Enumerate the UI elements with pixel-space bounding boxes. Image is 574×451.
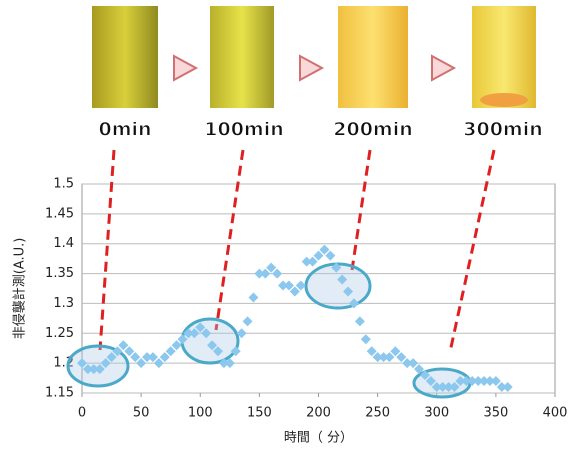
x-tick-label: 100 (188, 406, 213, 421)
arrow (174, 56, 196, 80)
arrow (432, 56, 454, 80)
photos (92, 6, 536, 108)
photo (338, 6, 408, 108)
x-axis-label: 時間（ 分） (284, 431, 353, 446)
x-tick-label: 350 (483, 406, 508, 421)
chart: 1.151.21.251.31.351.41.451.5050100150200… (0, 0, 574, 451)
photo-label: 0min (98, 119, 151, 141)
x-tick-label: 0 (78, 406, 86, 421)
photo (92, 6, 158, 108)
y-axis-label: 非侵襲計測(A.U.) (12, 238, 28, 340)
y-tick-label: 1.15 (45, 386, 74, 401)
x-tick-label: 150 (247, 406, 272, 421)
arrow (300, 56, 322, 80)
leader-line (352, 150, 370, 270)
y-tick-label: 1.4 (53, 236, 74, 251)
x-tick-label: 250 (365, 406, 390, 421)
photo-label: 200min (333, 119, 413, 141)
photo-label: 100min (204, 119, 284, 141)
point (361, 334, 371, 344)
sediment (480, 93, 528, 107)
x-tick-label: 300 (424, 406, 449, 421)
photo-label: 300min (463, 119, 543, 141)
y-tick-label: 1.25 (45, 326, 74, 341)
y-tick-label: 1.45 (45, 206, 74, 221)
point (355, 316, 365, 326)
x-tick-label: 50 (133, 406, 150, 421)
photo (210, 6, 274, 108)
y-tick-label: 1.5 (53, 177, 74, 192)
point (248, 292, 258, 302)
y-tick-label: 1.3 (53, 296, 74, 311)
photo (472, 6, 536, 108)
y-tick-label: 1.35 (45, 266, 74, 281)
x-tick-label: 400 (543, 406, 568, 421)
leader-line (100, 150, 114, 350)
leader-line (450, 150, 494, 352)
point (503, 382, 513, 392)
point (243, 316, 253, 326)
highlight (182, 319, 238, 363)
x-tick-label: 200 (306, 406, 331, 421)
